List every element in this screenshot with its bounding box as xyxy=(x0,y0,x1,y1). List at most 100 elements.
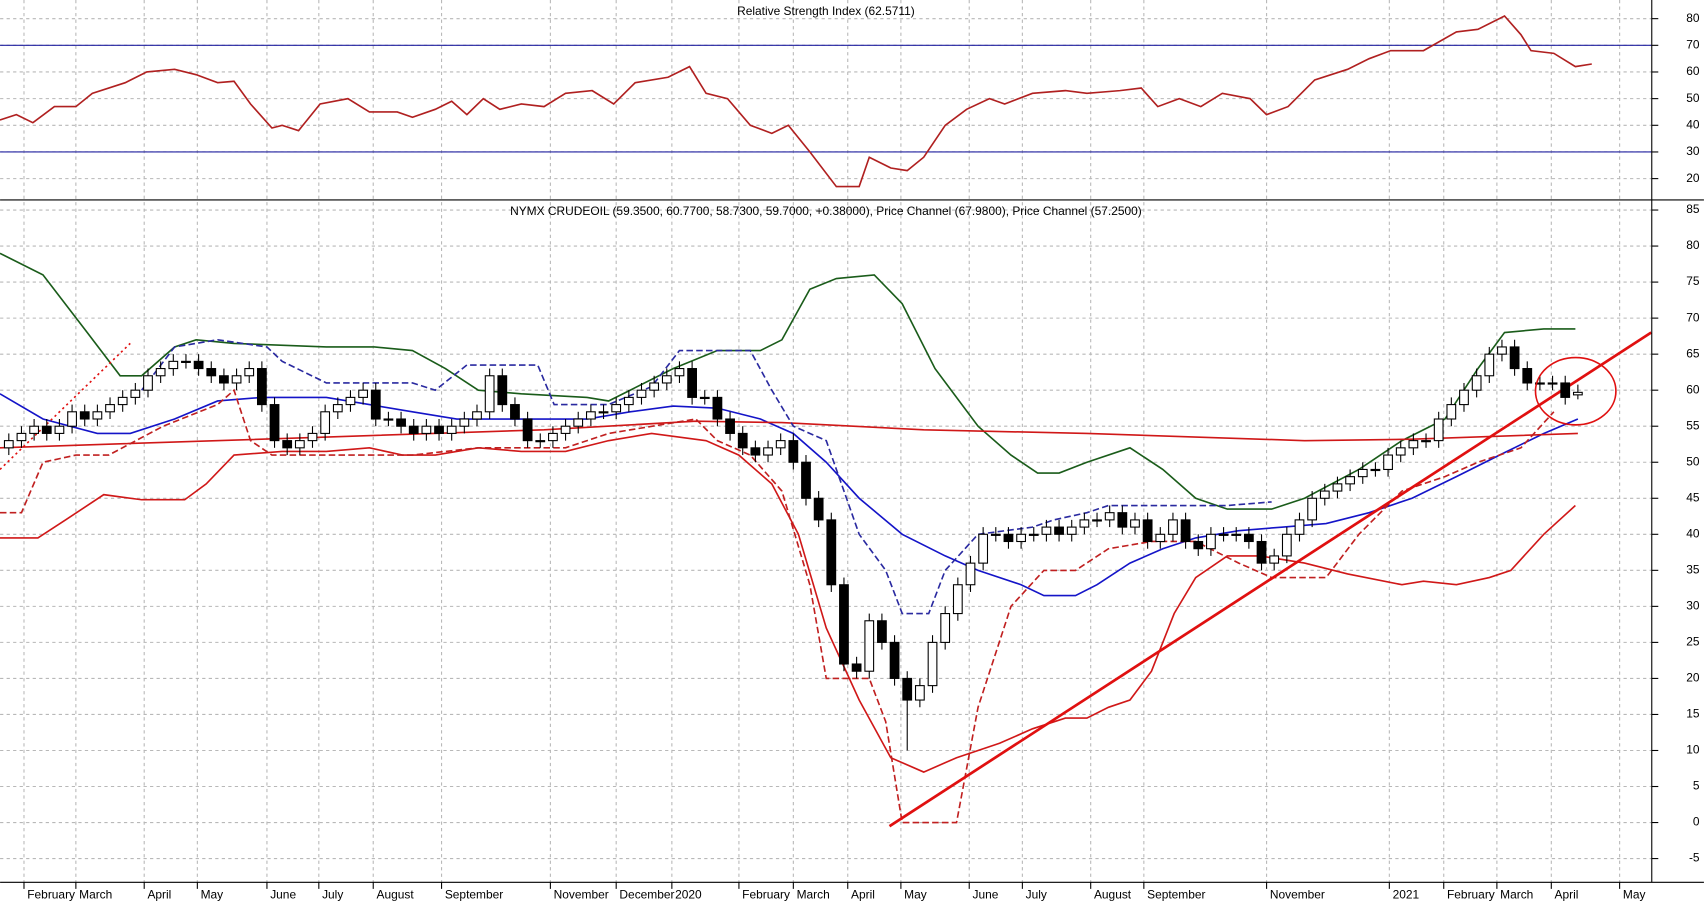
candle-body xyxy=(1066,526,1077,535)
y-tick-label: 80 xyxy=(1686,11,1700,25)
candle-body xyxy=(1535,382,1545,385)
candle-body xyxy=(1155,533,1166,543)
candle-body xyxy=(978,533,989,564)
candle-body xyxy=(3,440,14,449)
candle-body xyxy=(1256,540,1267,564)
candle-body xyxy=(256,368,267,406)
candle-body xyxy=(219,375,229,384)
candle-body xyxy=(535,440,546,443)
x-tick-label: July xyxy=(1026,888,1047,902)
candle-body xyxy=(510,404,520,420)
x-tick-label: May xyxy=(904,888,927,902)
candle-body xyxy=(244,368,255,377)
indicator-line xyxy=(888,331,1652,828)
candle-body xyxy=(497,375,508,406)
x-tick-label: November xyxy=(1270,888,1325,902)
y-tick-label: 75 xyxy=(1686,274,1700,288)
x-tick-label: August xyxy=(1094,888,1132,902)
candle-body xyxy=(1484,353,1495,377)
y-tick-label: -5 xyxy=(1689,851,1700,865)
y-tick-label: 65 xyxy=(1686,346,1700,360)
candle-body xyxy=(1459,389,1469,406)
x-tick-label: 2020 xyxy=(675,888,702,902)
candle-body xyxy=(636,389,647,398)
y-tick-label: 5 xyxy=(1693,779,1700,793)
y-tick-label: 45 xyxy=(1686,490,1700,504)
x-tick-label: May xyxy=(201,888,224,902)
y-tick-label: 10 xyxy=(1686,743,1700,757)
y-tick-label: 35 xyxy=(1686,562,1700,576)
candle-body xyxy=(181,360,191,363)
candle-body xyxy=(1142,519,1153,543)
candle-body xyxy=(1446,404,1457,420)
x-tick-label: March xyxy=(797,888,830,902)
candle-body xyxy=(1497,346,1507,355)
x-tick-label: 2021 xyxy=(1393,888,1420,902)
candle-body xyxy=(598,411,609,414)
candle-body xyxy=(649,382,660,391)
candle-body xyxy=(522,418,533,442)
candle-body xyxy=(1193,540,1204,550)
candle-body xyxy=(421,425,432,434)
candle-body xyxy=(320,411,331,434)
x-tick-label: March xyxy=(1500,888,1533,902)
x-tick-label: September xyxy=(1147,888,1205,902)
x-tick-label: February xyxy=(742,888,790,902)
x-tick-label: May xyxy=(1623,888,1646,902)
candle-body xyxy=(92,411,103,420)
indicator-line xyxy=(141,338,1272,615)
y-tick-label: 30 xyxy=(1686,144,1700,158)
candle-body xyxy=(674,368,685,377)
candle-body xyxy=(16,432,27,442)
candle-body xyxy=(1041,526,1052,535)
candle-body xyxy=(1054,526,1064,535)
candle-body xyxy=(877,620,887,643)
candle-body xyxy=(294,440,305,449)
candle-body xyxy=(889,641,900,679)
candle-body xyxy=(1383,454,1393,470)
candle-body xyxy=(813,497,824,521)
candle-body xyxy=(1104,512,1115,521)
highlight-circle xyxy=(1534,356,1617,426)
candle-body xyxy=(1206,533,1216,550)
candle-body xyxy=(130,389,141,398)
candle-body xyxy=(307,432,318,442)
candle-body xyxy=(370,389,381,420)
candle-body xyxy=(383,418,394,421)
candle-body xyxy=(750,447,761,456)
y-tick-label: 80 xyxy=(1686,238,1700,252)
candle-body xyxy=(29,425,40,434)
candle-body xyxy=(1395,447,1406,456)
candle-body xyxy=(1319,490,1330,499)
candle-body xyxy=(1117,512,1128,528)
indicator-line xyxy=(0,420,1578,449)
candle-body xyxy=(1572,391,1583,396)
candle-body xyxy=(1522,368,1533,384)
candle-body xyxy=(79,411,90,420)
candle-body xyxy=(851,663,862,672)
candle-body xyxy=(1357,468,1368,478)
candle-body xyxy=(1231,533,1242,536)
y-tick-label: 70 xyxy=(1686,310,1700,324)
candle-body xyxy=(1560,382,1571,398)
candle-body xyxy=(472,411,482,420)
candle-body xyxy=(775,440,786,449)
candle-body xyxy=(1168,519,1178,535)
y-tick-label: 20 xyxy=(1686,671,1700,685)
candle-body xyxy=(105,404,115,413)
candle-body xyxy=(332,404,343,413)
candle-body xyxy=(434,425,444,434)
y-tick-label: 15 xyxy=(1686,707,1700,721)
x-tick-label: February xyxy=(1447,888,1495,902)
candle-body xyxy=(687,368,697,398)
candle-body xyxy=(1092,519,1102,522)
candle-body xyxy=(1243,533,1254,543)
x-tick-label: November xyxy=(554,888,609,902)
y-tick-label: 60 xyxy=(1686,382,1700,396)
x-tick-label: June xyxy=(972,888,998,902)
indicator-line xyxy=(0,432,1576,773)
candle-body xyxy=(801,461,811,499)
y-tick-label: 40 xyxy=(1686,117,1700,131)
candle-body xyxy=(1332,483,1343,492)
